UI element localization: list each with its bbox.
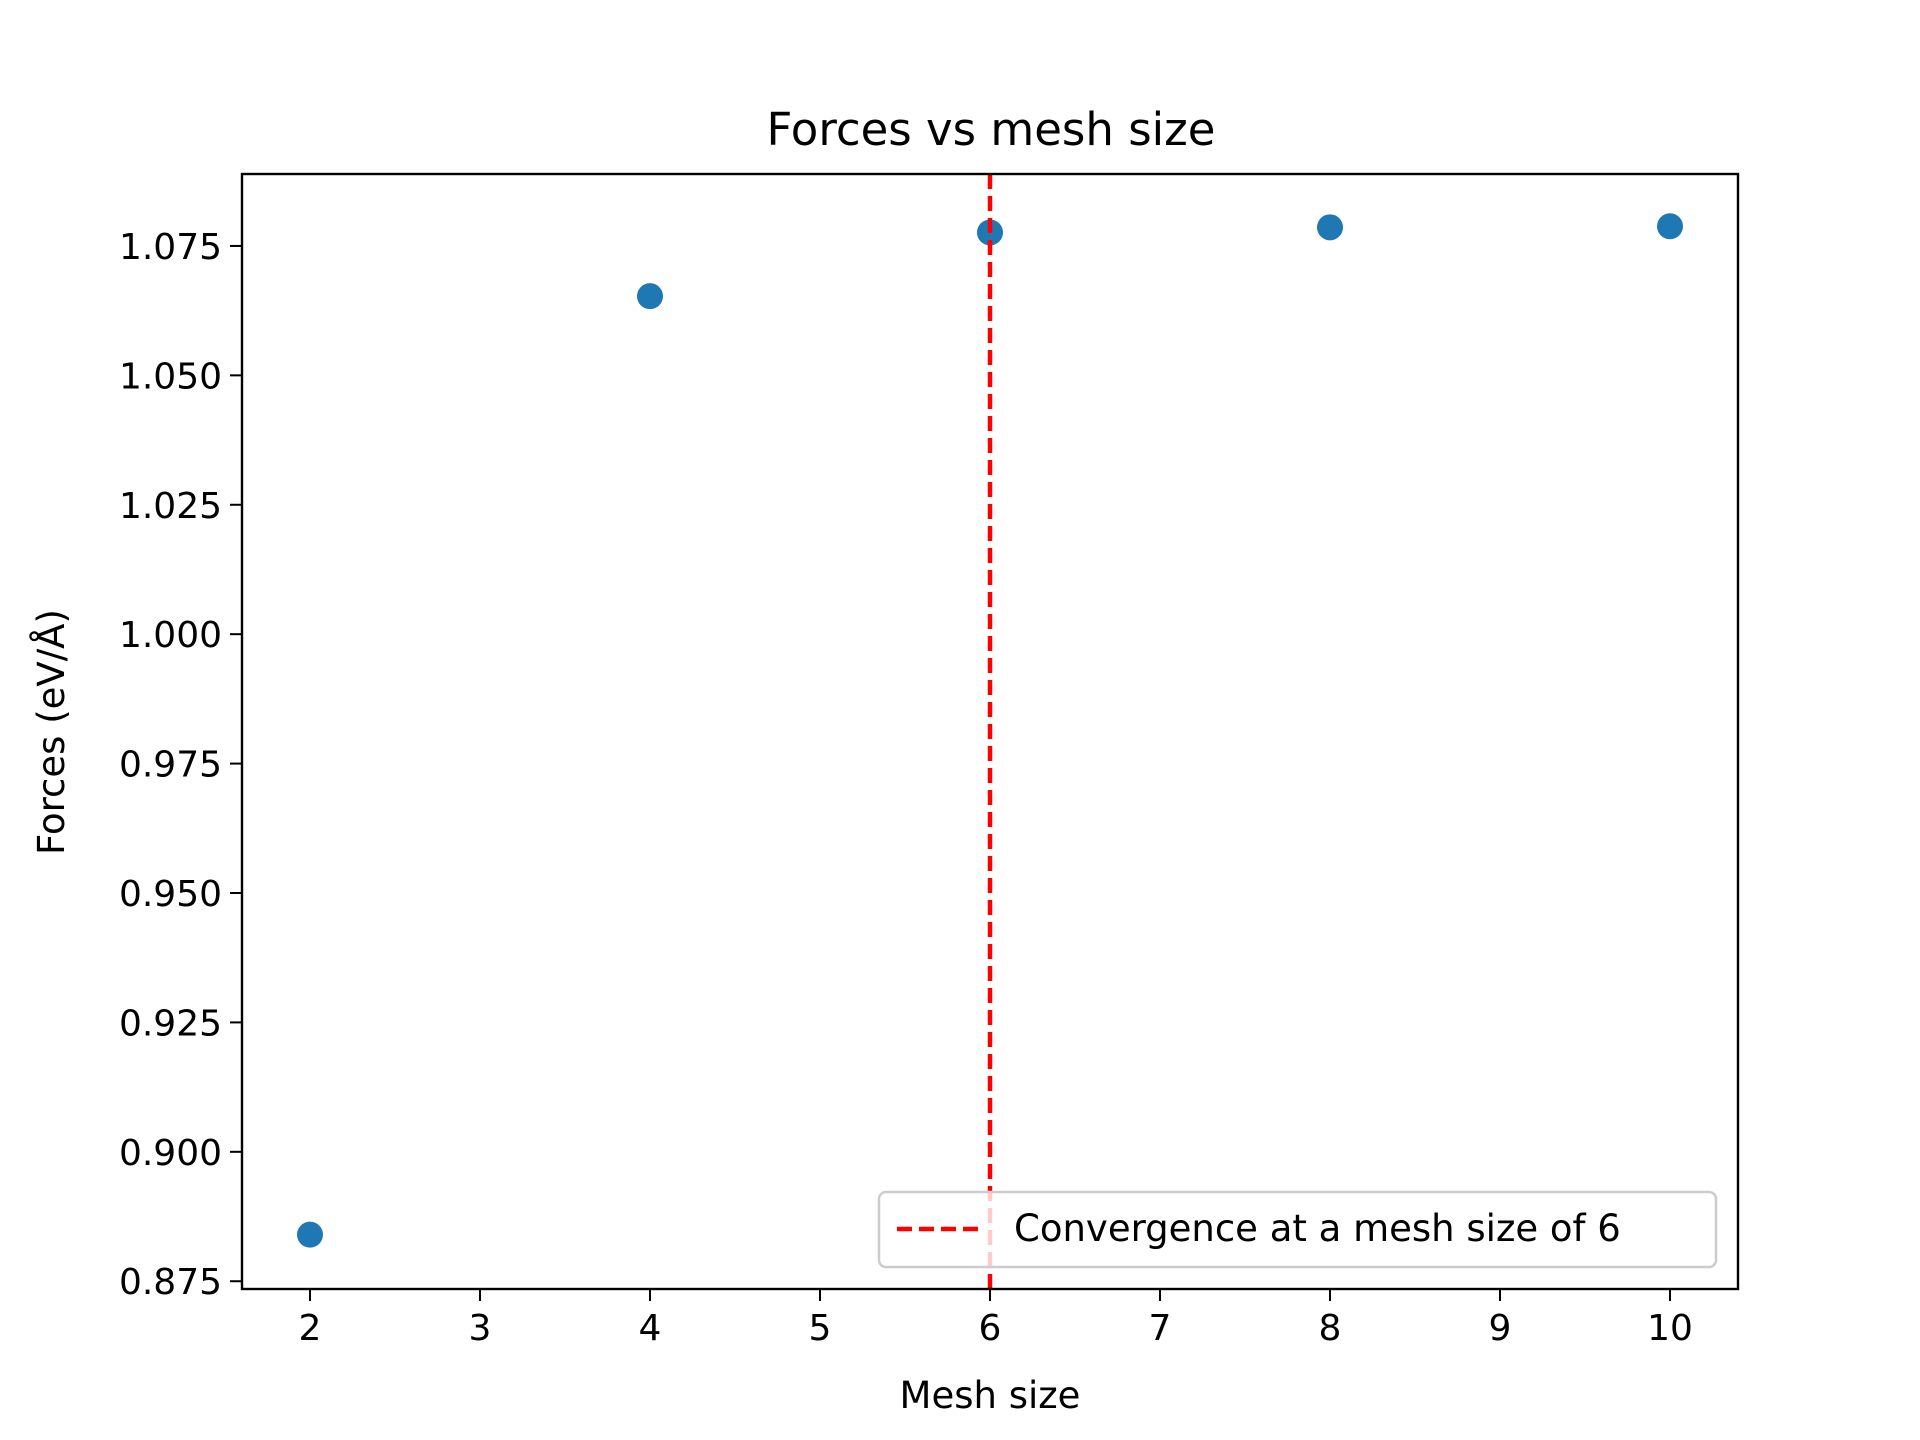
x-axis-label: Mesh size [900,1374,1081,1417]
y-axis-ticks: 0.875 0.900 0.925 0.950 0.975 1.000 1.025 1.050… [119,227,242,1303]
x-tick-label: 2 [299,1308,322,1349]
x-tick-label: 8 [1319,1308,1342,1349]
legend: Convergence at a mesh size of 6 [877,1190,1718,1269]
data-point [1317,214,1343,241]
y-tick-label: 1.025 [119,486,222,527]
x-tick-label: 9 [1489,1308,1512,1349]
data-point [1657,213,1683,240]
legend-box [877,1190,1718,1269]
y-tick-label: 0.875 [119,1262,222,1303]
chart-title: Forces vs mesh size [767,103,1216,156]
y-tick-label: 0.950 [119,874,222,915]
x-tick-label: 10 [1647,1308,1693,1349]
legend-label: Convergence at a mesh size of 6 [1014,1207,1621,1250]
data-point [637,283,663,310]
y-tick-label: 0.925 [119,1003,222,1044]
x-tick-label: 4 [639,1308,662,1349]
x-tick-label: 6 [979,1308,1002,1349]
y-tick-label: 1.000 [119,615,222,656]
y-tick-label: 1.050 [119,356,222,397]
y-axis-label: Forces (eV/Å) [29,609,73,855]
plot-area [297,174,1683,1289]
x-axis-ticks: 2 3 4 5 6 7 8 9 10 [299,1289,1693,1349]
x-tick-label: 7 [1149,1308,1172,1349]
x-tick-label: 5 [809,1308,832,1349]
y-tick-label: 0.975 [119,745,222,786]
data-point [297,1221,323,1248]
x-tick-label: 3 [469,1308,492,1349]
y-tick-label: 1.075 [119,227,222,268]
y-tick-label: 0.900 [119,1133,222,1174]
